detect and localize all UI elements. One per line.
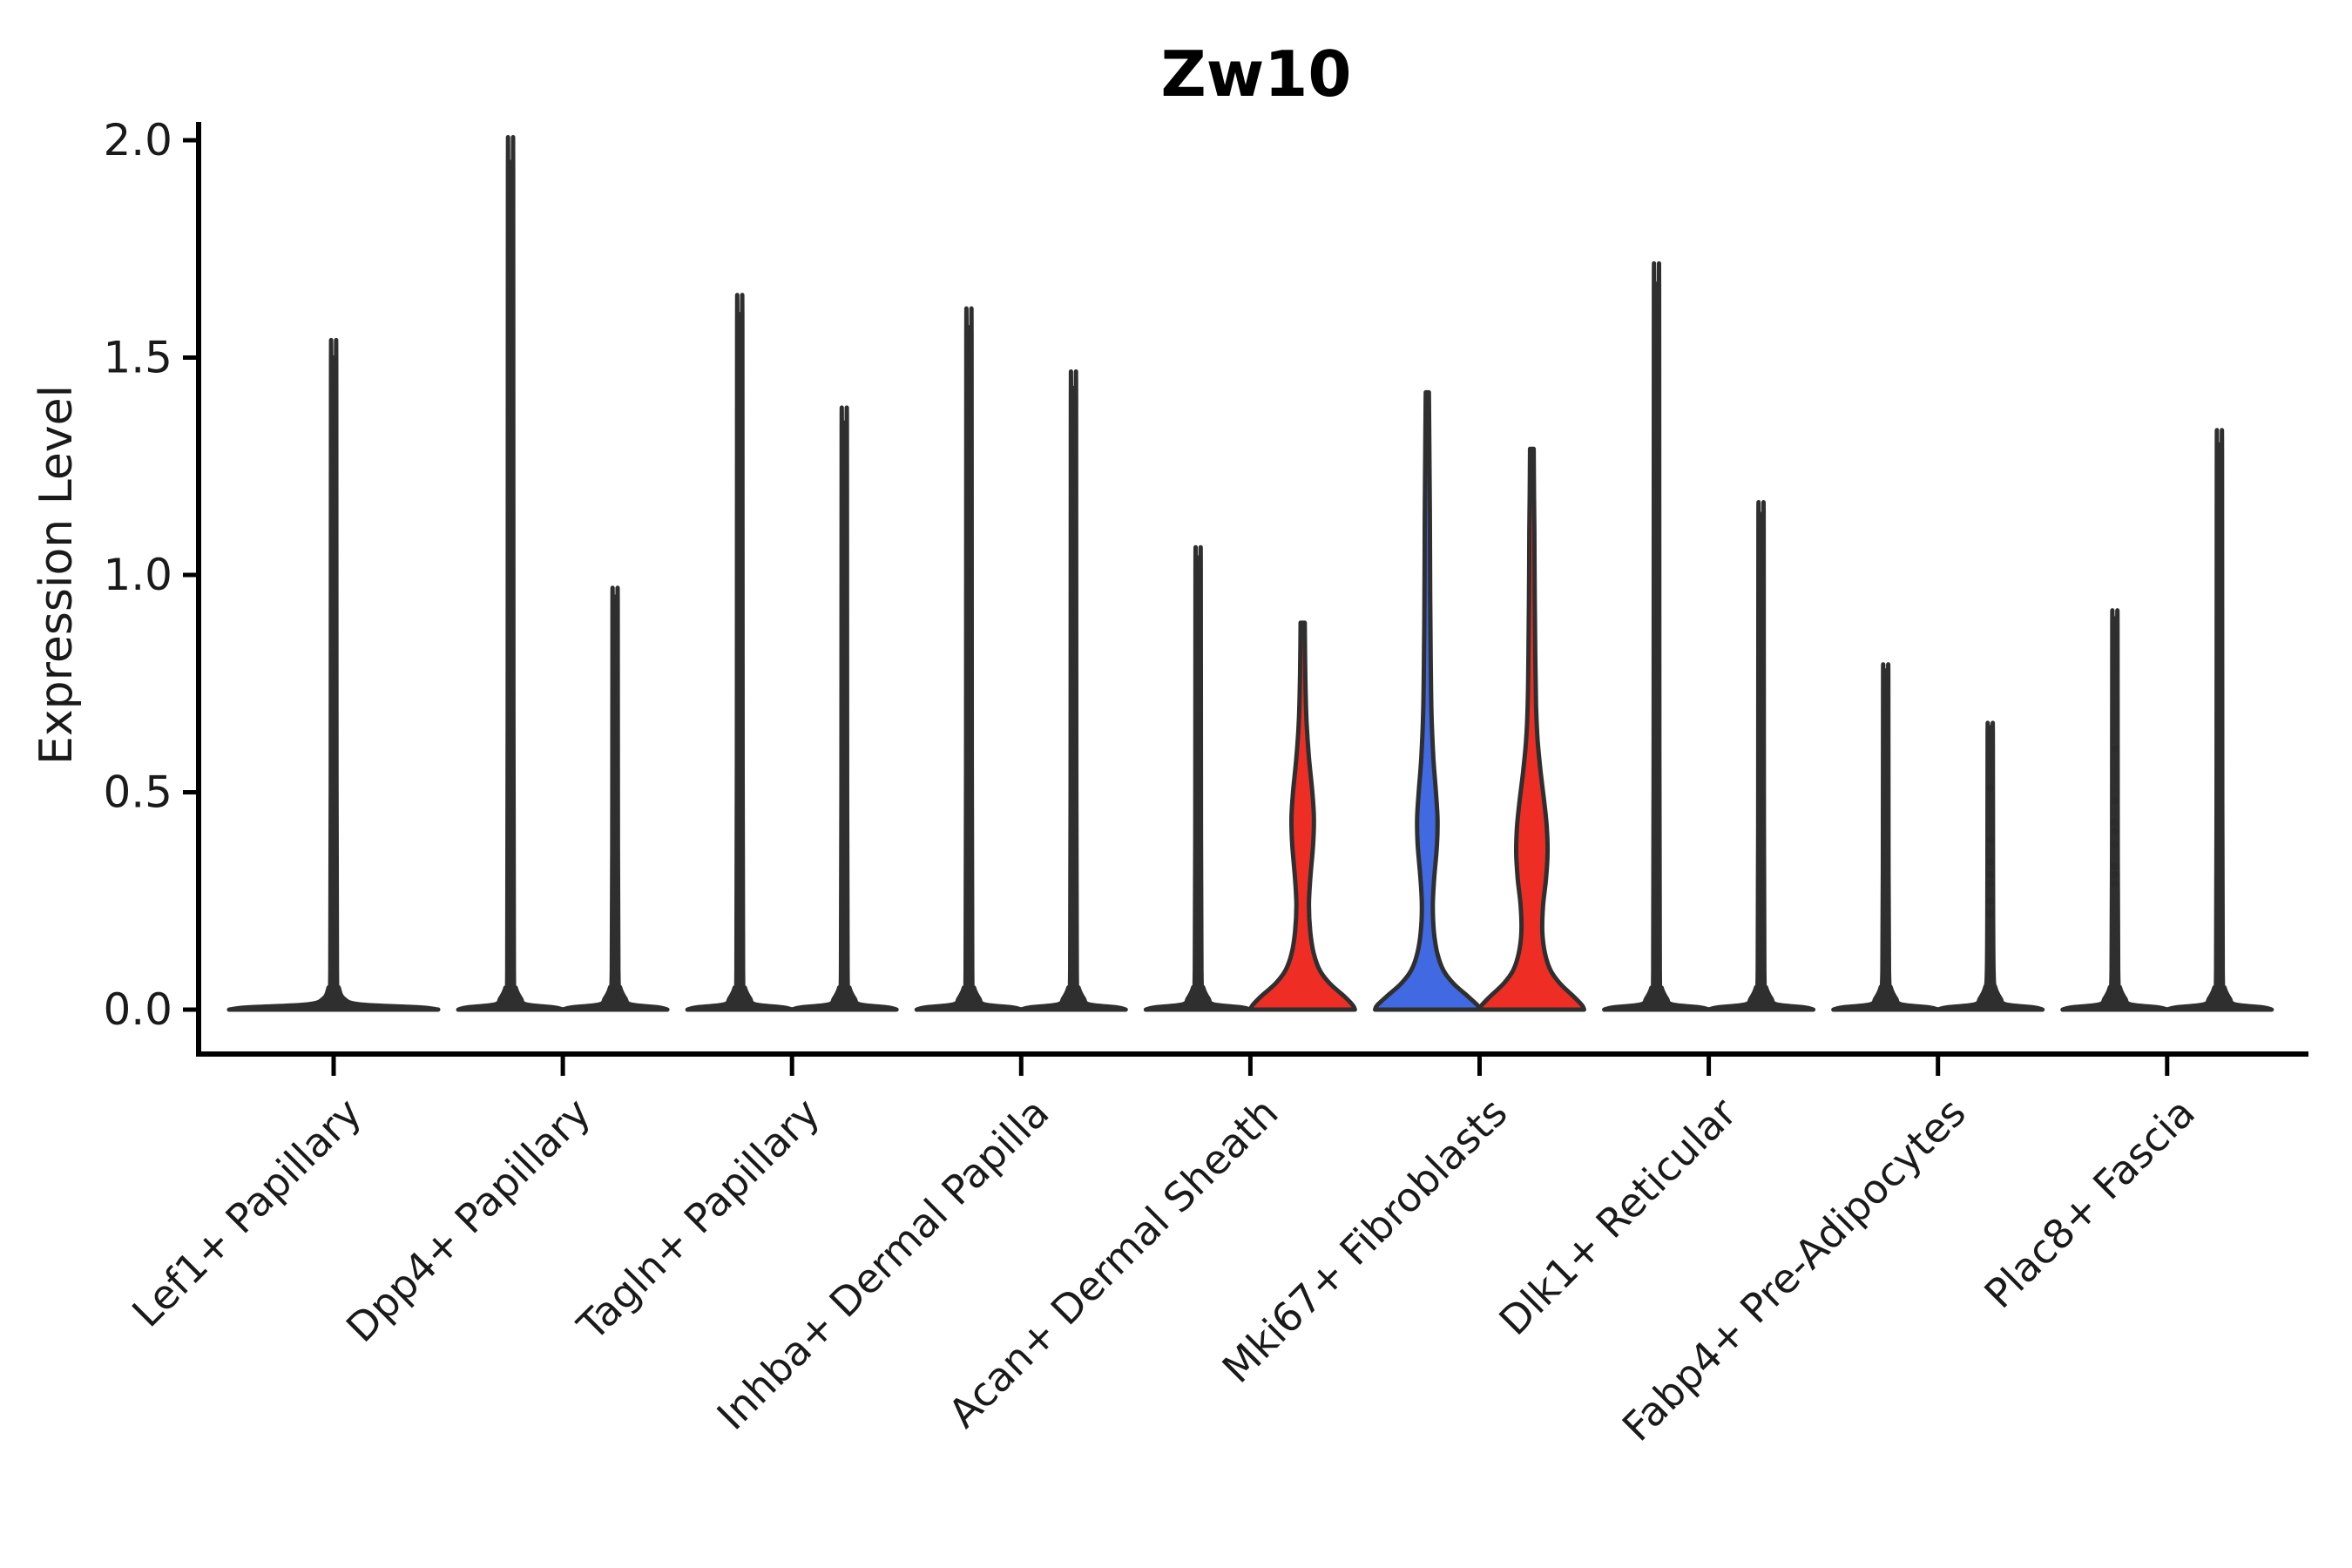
y-tick-label: 2.0	[103, 115, 172, 166]
violin-red	[1247, 620, 1357, 1012]
violin-point-dot	[2111, 828, 2119, 835]
x-tick-label: Plac8+ Fascia	[1976, 1089, 2204, 1317]
x-tick-label: Tagln+ Papillary	[568, 1089, 829, 1350]
violin-point-dot	[2111, 745, 2119, 753]
violin-shapes	[226, 135, 2274, 1012]
violin-thin	[1831, 662, 1941, 1012]
y-tick-label: 0.5	[103, 767, 172, 818]
violin-thin	[1018, 369, 1128, 1012]
violin-thin	[1602, 261, 1712, 1012]
violin-thin	[2165, 428, 2274, 1012]
violin-point-dot	[2111, 841, 2119, 848]
violin-point-dot	[2111, 819, 2119, 827]
violin-thin	[456, 135, 565, 1012]
y-tick-label: 1.5	[103, 333, 172, 383]
violin-thin	[685, 293, 794, 1012]
chart-title: Zw10	[1161, 37, 1352, 111]
violin-point-dot	[2111, 862, 2119, 870]
violin-point-dot	[1986, 784, 1994, 792]
violin-thin	[560, 585, 670, 1012]
violin-point-dot	[1986, 871, 1994, 879]
violin-point-dot	[1986, 858, 1994, 866]
violin-point-dot	[1986, 910, 1994, 918]
violin-thin	[789, 405, 899, 1012]
violin-point-dot	[1986, 880, 1994, 888]
violin-point-dot	[2111, 880, 2119, 888]
y-tick-labels: 0.0 0.5 1.0 1.5 2.0	[103, 115, 172, 1035]
x-tick-label: Lef1+ Papillary	[123, 1089, 370, 1336]
y-tick-label: 1.0	[103, 550, 172, 600]
y-tick-label: 0.0	[103, 984, 172, 1035]
violin-thin	[914, 306, 1024, 1012]
violin-point-dot	[2111, 871, 2119, 879]
violin-blue	[1373, 389, 1482, 1012]
y-axis-label: Expression Level	[30, 385, 83, 765]
axes	[183, 122, 2308, 1076]
violin-thin	[1707, 500, 1816, 1012]
violin-point-dot	[2111, 797, 2119, 805]
violin-thin	[1143, 545, 1253, 1012]
violin-thin	[226, 337, 441, 1012]
violin-point-dot	[1986, 836, 1994, 844]
violin-red	[1477, 446, 1586, 1012]
violin-thin	[2060, 608, 2170, 1012]
x-tick-label: Dpp4+ Papillary	[337, 1089, 599, 1351]
violin-point-dot	[1986, 897, 1994, 905]
x-tick-label: Dlk1+ Reticular	[1490, 1089, 1746, 1344]
violin-thin	[1936, 720, 2045, 1012]
